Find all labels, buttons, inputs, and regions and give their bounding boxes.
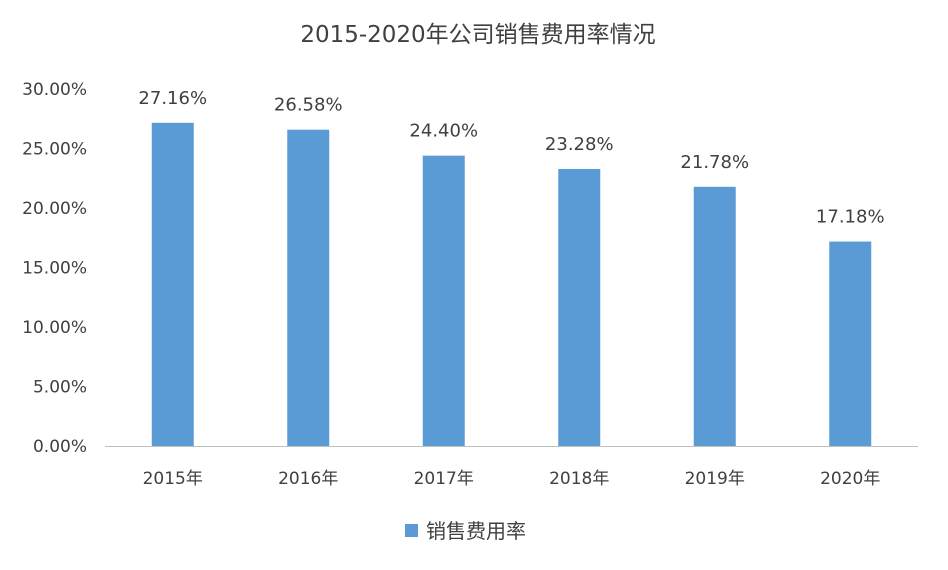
- bar: [422, 155, 465, 446]
- data-label: 26.58%: [274, 95, 343, 116]
- x-tick-label: 2020年: [820, 469, 880, 489]
- y-tick-label: 5.00%: [33, 378, 87, 398]
- data-label: 17.18%: [816, 207, 885, 228]
- x-tick-label: 2017年: [414, 469, 474, 489]
- x-tick-label: 2019年: [685, 469, 745, 489]
- data-label: 27.16%: [138, 88, 207, 109]
- y-tick-label: 15.00%: [22, 259, 87, 279]
- x-tick-label: 2016年: [278, 469, 338, 489]
- data-label: 21.78%: [680, 152, 749, 173]
- chart-title: 2015-2020年公司销售费用率情况: [300, 22, 655, 48]
- data-label: 24.40%: [409, 121, 478, 142]
- bar: [287, 129, 330, 446]
- y-axis-ticks: 0.00% 5.00% 10.00% 15.00% 20.00% 25.00% 30.00%: [22, 80, 87, 457]
- y-tick-label: 0.00%: [33, 437, 87, 457]
- bar: [151, 122, 194, 447]
- legend: 销售费用率: [405, 519, 526, 543]
- legend-swatch: [405, 524, 418, 537]
- bar: [829, 241, 872, 446]
- y-tick-label: 10.00%: [22, 318, 87, 338]
- x-axis-ticks: 2015年 2016年 2017年 2018年 2019年 2020年: [143, 469, 881, 489]
- bars: [151, 122, 872, 447]
- bar: [558, 168, 601, 446]
- data-label: 23.28%: [545, 134, 614, 155]
- y-tick-label: 20.00%: [22, 199, 87, 219]
- legend-label: 销售费用率: [426, 519, 526, 543]
- y-tick-label: 30.00%: [22, 80, 87, 100]
- x-tick-label: 2018年: [549, 469, 609, 489]
- data-labels: 27.16% 26.58% 24.40% 23.28% 21.78% 17.18%: [138, 88, 884, 228]
- bar: [693, 186, 736, 446]
- x-tick-label: 2015年: [143, 469, 203, 489]
- y-tick-label: 25.00%: [22, 140, 87, 160]
